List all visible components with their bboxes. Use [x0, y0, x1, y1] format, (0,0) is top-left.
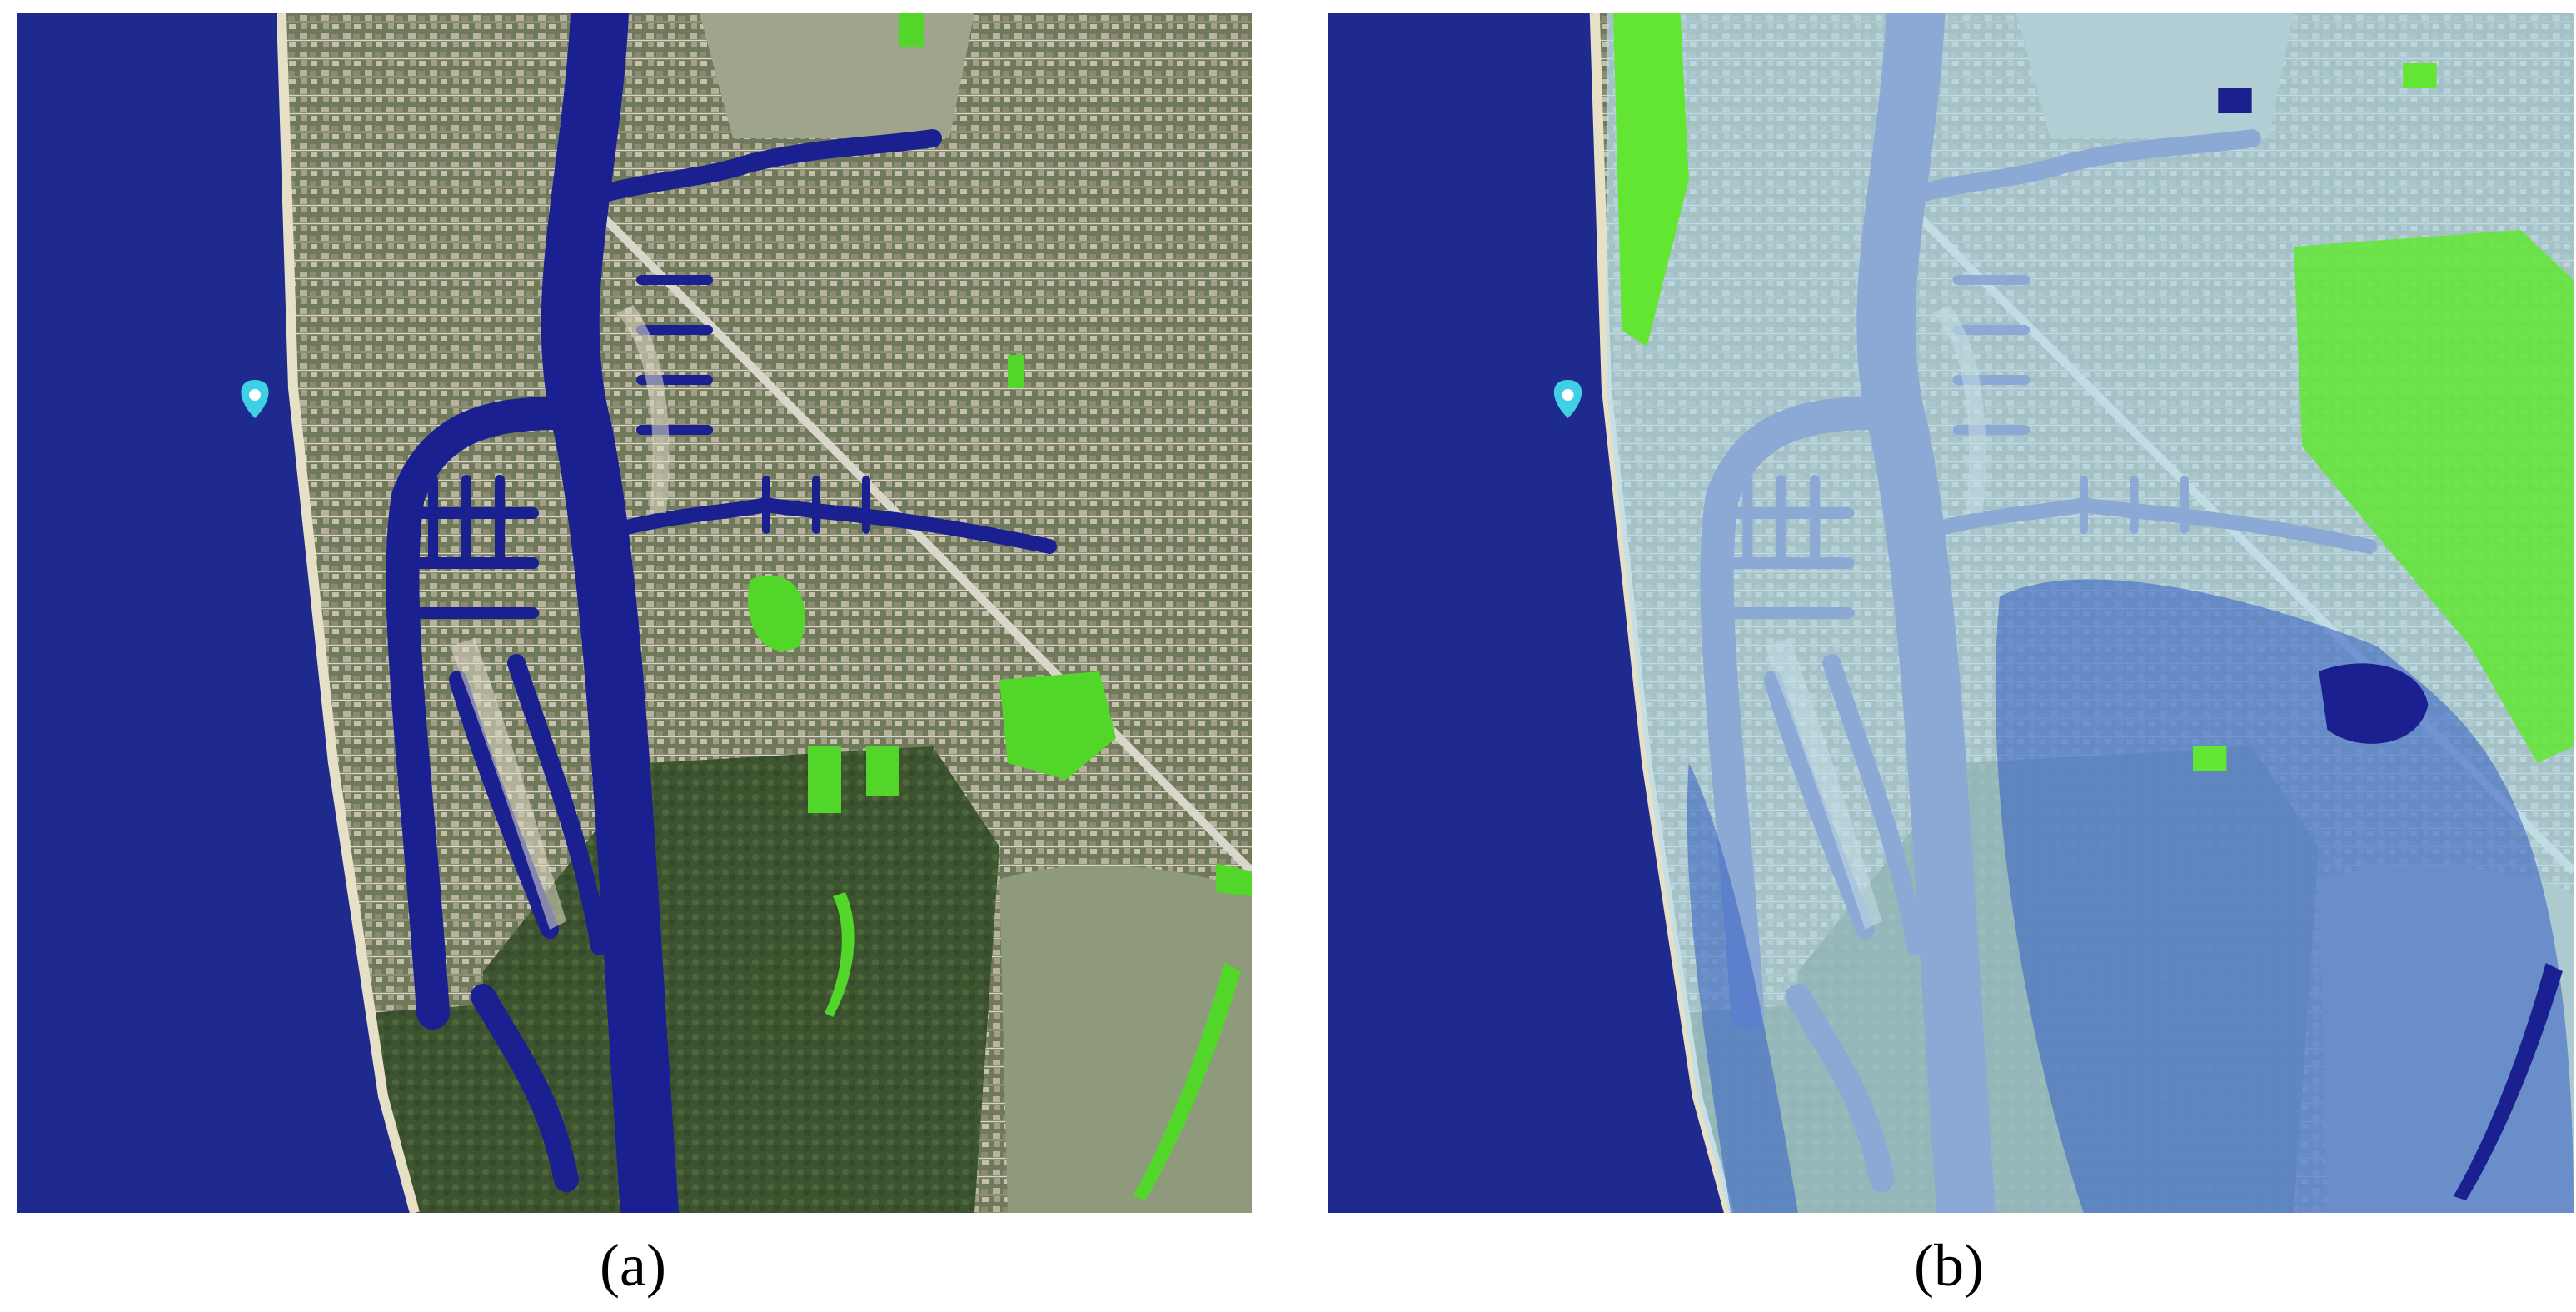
base-map: [17, 13, 1252, 1213]
panel-label: (b): [1914, 1232, 1984, 1299]
deep-flood: [1687, 579, 2574, 1213]
panel-label: (a): [600, 1232, 666, 1299]
flood-patches: [748, 13, 1252, 1200]
map-panel: [17, 13, 1252, 1213]
urban-patches: [1612, 13, 2574, 771]
map-panel: [1328, 13, 2574, 1213]
water-bodies: [2218, 88, 2563, 1200]
